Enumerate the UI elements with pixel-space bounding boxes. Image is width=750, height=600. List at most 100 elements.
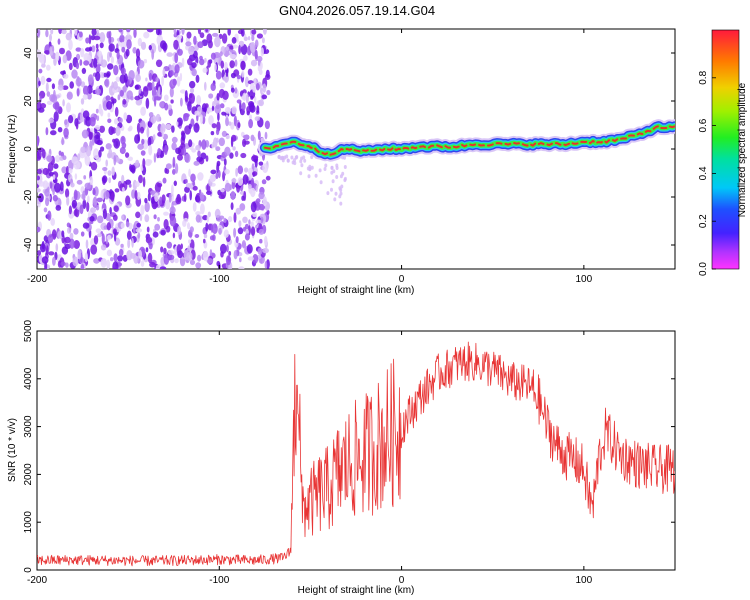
noise-blob: [159, 101, 165, 108]
noise-blob: [188, 239, 192, 244]
noise-blob: [339, 201, 343, 206]
noise-blob: [184, 179, 188, 184]
noise-blob: [115, 157, 120, 163]
noise-blob: [264, 131, 268, 140]
noise-blob: [281, 158, 285, 163]
noise-blob: [102, 175, 108, 184]
spectrogram-ytick-label: 0: [23, 146, 34, 152]
noise-blob: [157, 183, 163, 188]
noise-blob: [55, 243, 59, 252]
noise-blob: [68, 115, 74, 124]
noise-blob: [258, 69, 263, 75]
noise-blob: [323, 167, 327, 171]
noise-blob: [180, 97, 183, 107]
noise-blob: [248, 114, 253, 120]
snr-ytick-label: 4000: [23, 367, 34, 390]
noise-blob: [231, 134, 237, 142]
noise-blob: [197, 150, 201, 158]
noise-blob: [112, 228, 117, 235]
noise-blob: [234, 150, 239, 158]
noise-blob: [111, 127, 117, 134]
noise-blob: [218, 227, 222, 235]
noise-blob: [148, 44, 152, 51]
noise-blob: [299, 171, 303, 176]
noise-blob: [82, 190, 86, 202]
noise-blob: [160, 40, 167, 50]
noise-blob: [79, 31, 83, 38]
noise-blob: [261, 179, 267, 185]
noise-blob: [62, 155, 67, 161]
noise-blob: [173, 39, 179, 50]
noise-blob: [135, 228, 143, 233]
noise-blob: [160, 229, 166, 236]
noise-blob: [92, 196, 98, 208]
noise-blob: [121, 174, 125, 184]
noise-blob: [135, 74, 141, 83]
noise-blob: [343, 165, 347, 169]
noise-blob: [84, 186, 89, 196]
noise-blob: [94, 128, 98, 134]
noise-blob: [214, 104, 221, 114]
noise-blob: [117, 255, 124, 262]
noise-blob: [62, 85, 69, 90]
noise-blob: [63, 73, 69, 79]
noise-blob: [140, 41, 147, 50]
noise-blob: [229, 54, 237, 59]
noise-blob: [237, 165, 244, 175]
noise-blob: [45, 29, 49, 38]
noise-blob: [247, 36, 251, 41]
noise-blob: [47, 162, 54, 172]
noise-blob: [112, 261, 119, 269]
noise-blob: [192, 202, 197, 212]
noise-blob: [204, 81, 207, 91]
noise-blob: [110, 56, 114, 64]
noise-blob: [185, 183, 192, 188]
noise-blob: [172, 156, 176, 168]
noise-blob: [241, 70, 245, 78]
noise-blob: [236, 75, 241, 80]
noise-blob: [247, 256, 254, 261]
noise-blob: [266, 209, 270, 215]
noise-blob: [95, 64, 101, 74]
noise-blob: [241, 240, 246, 249]
spectrogram-ytick-label: 40: [23, 47, 34, 59]
noise-blob: [201, 139, 207, 150]
noise-blob: [125, 195, 131, 206]
noise-blob: [214, 63, 217, 72]
noise-blob: [209, 174, 216, 183]
noise-blob: [230, 72, 236, 79]
noise-blob: [260, 47, 264, 57]
noise-blob: [108, 35, 112, 45]
noise-blob: [215, 146, 221, 152]
signal-track: [257, 119, 675, 162]
noise-blob: [93, 134, 101, 145]
noise-blob: [114, 237, 121, 246]
noise-blob: [224, 168, 230, 175]
noise-blob: [108, 177, 112, 184]
noise-blob: [260, 216, 264, 224]
noise-blob: [209, 249, 213, 257]
noise-blob: [37, 168, 42, 175]
noise-blob: [172, 78, 177, 86]
noise-blob: [157, 217, 160, 222]
noise-blob: [87, 195, 90, 203]
noise-blob: [151, 81, 155, 91]
noise-blob: [125, 34, 132, 42]
noise-blob: [222, 76, 228, 81]
noise-blob: [233, 227, 237, 238]
noise-blob: [244, 167, 249, 173]
noise-blob: [114, 106, 119, 117]
noise-blob: [105, 143, 112, 150]
noise-blob: [238, 44, 242, 55]
noise-blob: [126, 79, 130, 86]
noise-blob: [132, 47, 137, 54]
noise-blob: [90, 128, 94, 133]
noise-blob: [196, 114, 199, 122]
noise-blob: [46, 245, 49, 256]
noise-blob: [97, 215, 104, 224]
noise-blob: [46, 77, 52, 83]
noise-blob: [162, 68, 166, 77]
noise-blob: [61, 137, 64, 146]
noise-blob: [147, 136, 152, 147]
